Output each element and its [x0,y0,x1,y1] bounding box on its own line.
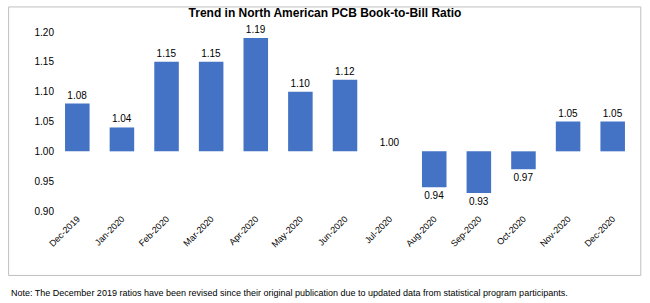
svg-text:Nov-2020: Nov-2020 [538,214,573,249]
svg-text:1.00: 1.00 [35,146,55,157]
svg-text:Jan-2020: Jan-2020 [93,214,127,248]
svg-text:Aug-2020: Aug-2020 [404,214,439,249]
svg-text:1.15: 1.15 [201,48,221,59]
svg-text:1.15: 1.15 [35,56,55,67]
svg-text:0.93: 0.93 [469,196,489,207]
svg-text:1.00: 1.00 [380,137,400,148]
svg-text:Mar-2020: Mar-2020 [181,214,215,248]
svg-text:Dec-2020: Dec-2020 [583,214,618,249]
svg-text:1.19: 1.19 [246,24,266,35]
svg-text:Jun-2020: Jun-2020 [316,214,350,248]
svg-text:1.08: 1.08 [67,90,87,101]
svg-text:1.12: 1.12 [335,66,355,77]
svg-text:Sep-2020: Sep-2020 [449,214,484,249]
svg-text:1.05: 1.05 [603,108,623,119]
svg-text:Apr-2020: Apr-2020 [227,214,260,247]
svg-text:1.04: 1.04 [112,113,132,124]
svg-text:Jul-2020: Jul-2020 [363,214,394,245]
svg-text:1.20: 1.20 [35,27,55,38]
svg-text:Oct-2020: Oct-2020 [495,214,528,247]
svg-text:Note: The December 2019 ratios: Note: The December 2019 ratios have been… [11,288,568,298]
svg-text:0.90: 0.90 [35,206,55,217]
svg-text:May-2020: May-2020 [270,214,305,249]
svg-text:Dec-2019: Dec-2019 [47,214,82,249]
svg-text:Feb-2020: Feb-2020 [137,214,171,248]
svg-text:0.95: 0.95 [35,176,55,187]
svg-text:1.05: 1.05 [35,116,55,127]
svg-text:1.10: 1.10 [35,86,55,97]
svg-text:Trend in North American PCB Bo: Trend in North American PCB Book-to-Bill… [189,6,462,20]
svg-text:1.10: 1.10 [290,78,310,89]
svg-text:1.05: 1.05 [558,108,578,119]
svg-text:0.97: 0.97 [514,172,534,183]
svg-text:1.15: 1.15 [157,48,177,59]
svg-text:0.94: 0.94 [424,190,444,201]
